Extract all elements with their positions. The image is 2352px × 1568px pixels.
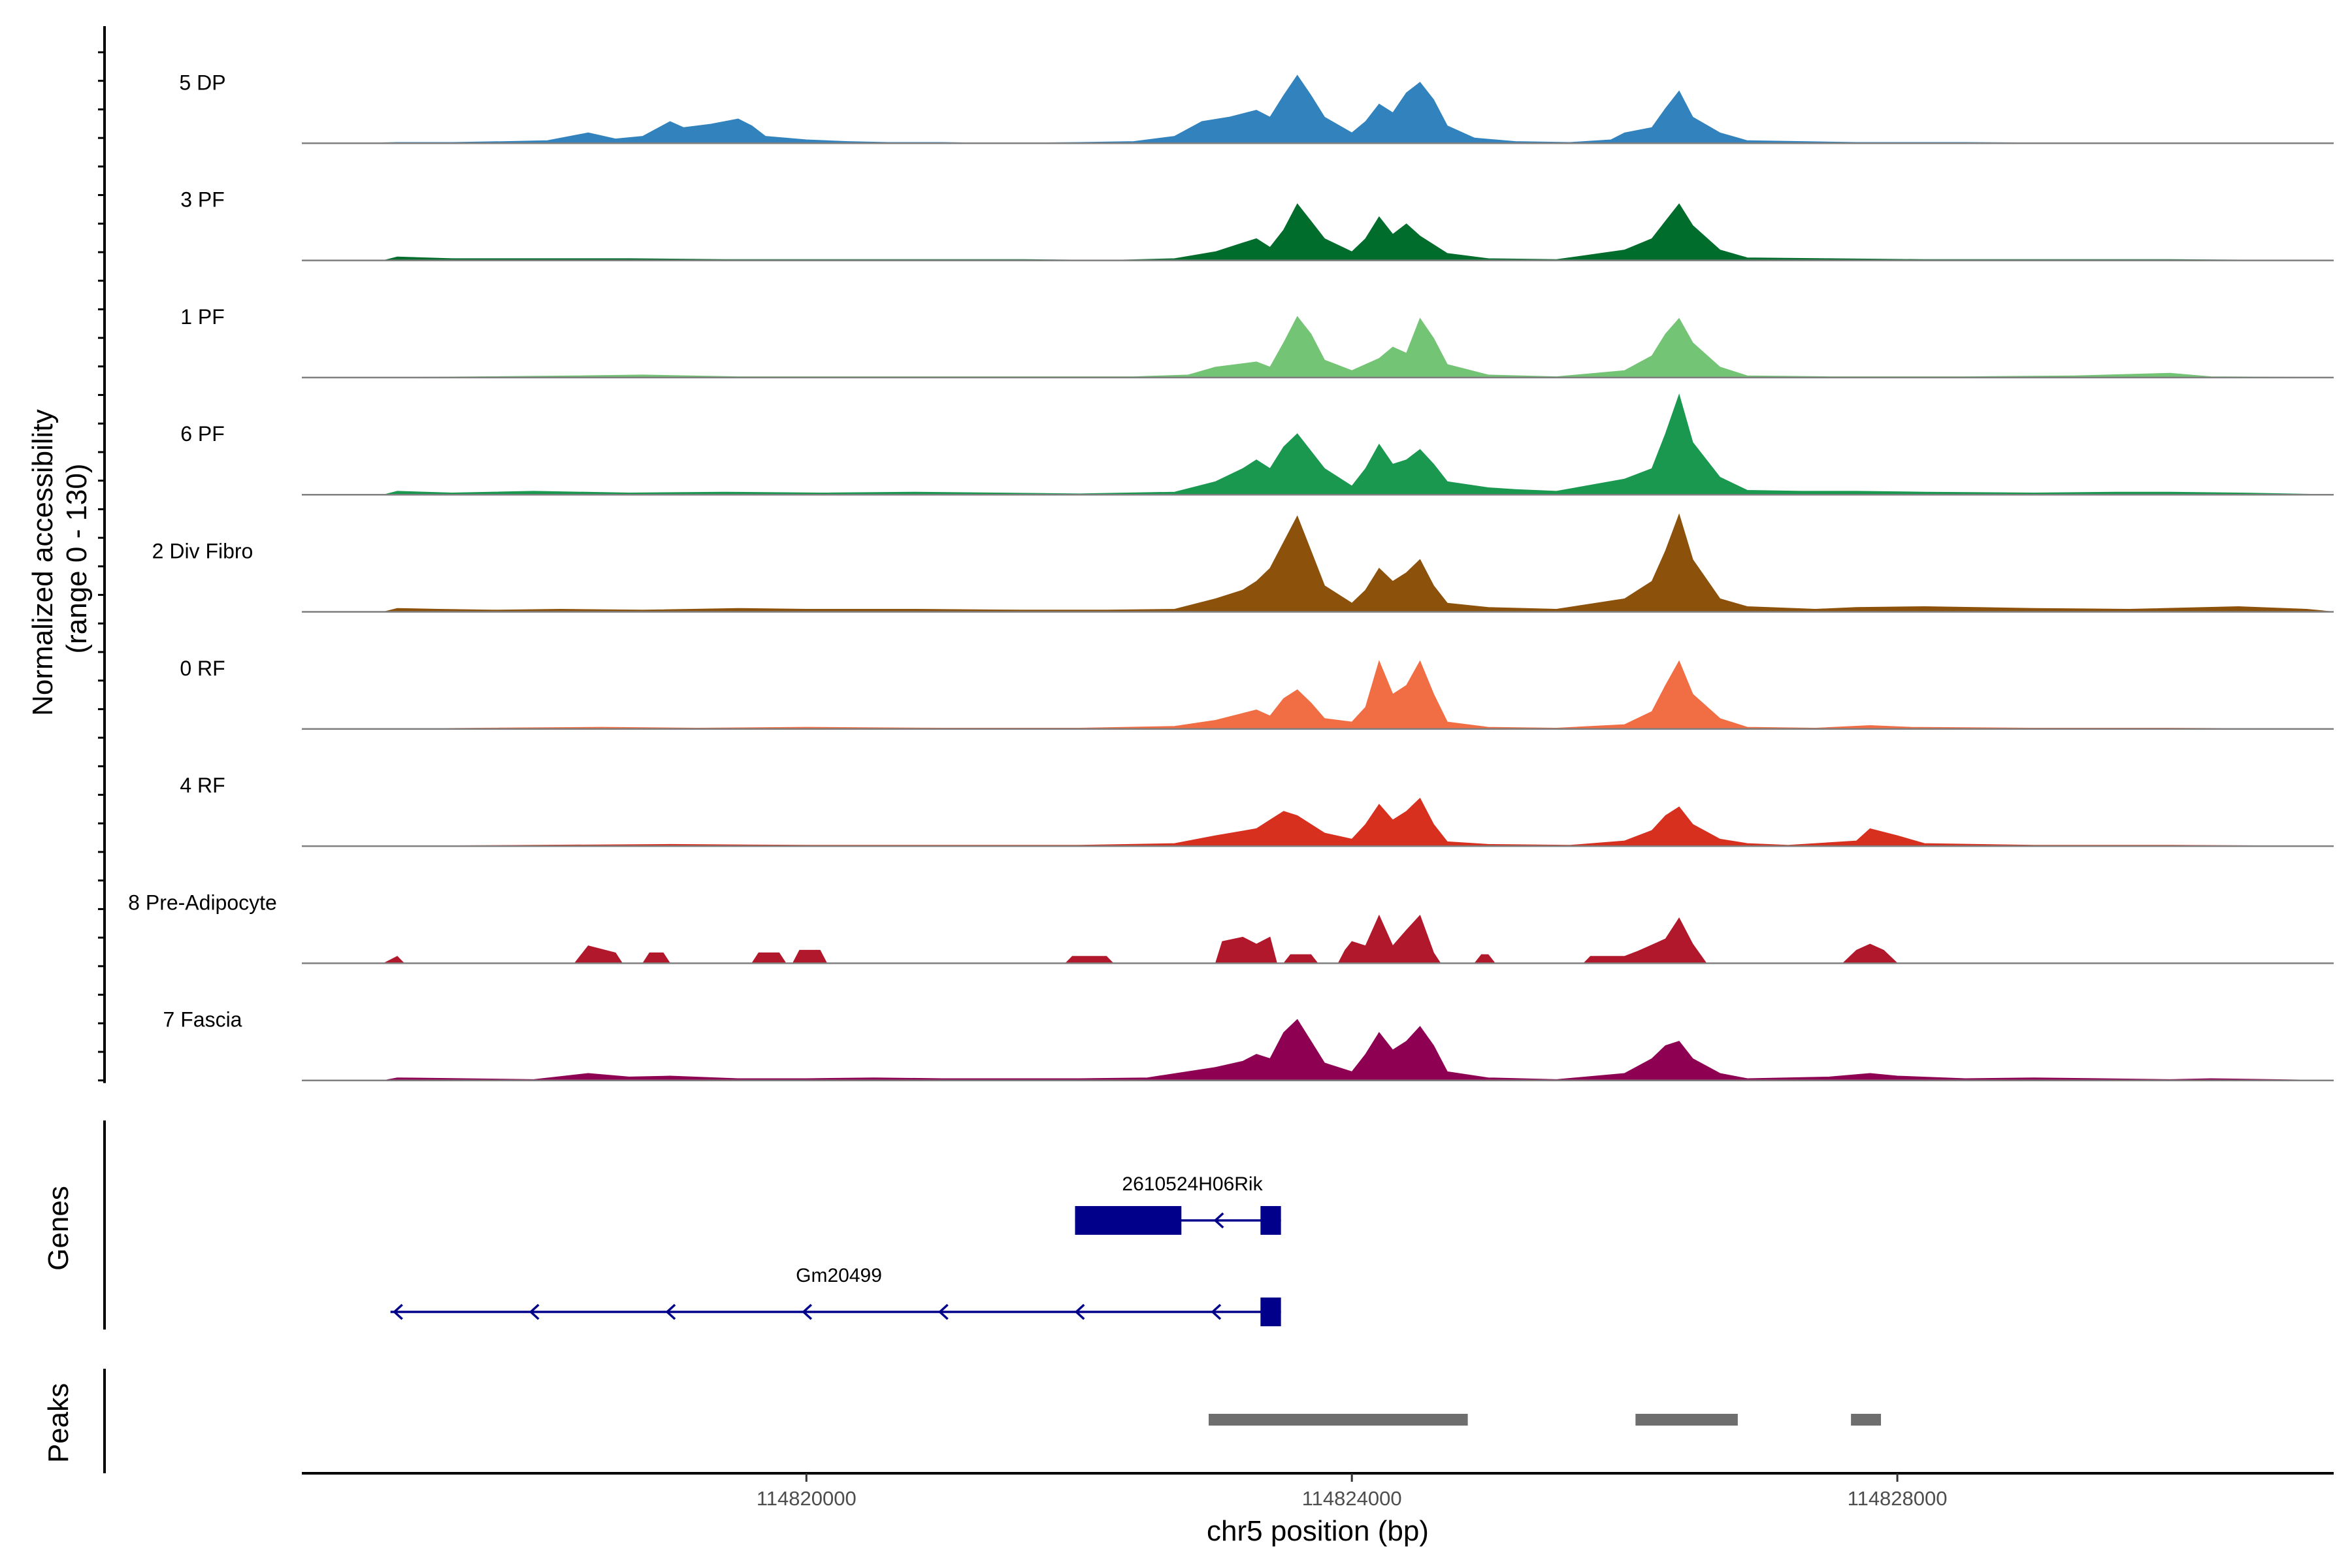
- track-3-pf: 3 PF: [180, 188, 2334, 261]
- peaks-panel-title: Peaks: [42, 1383, 74, 1463]
- track-label: 0 RF: [180, 657, 225, 680]
- peak-region: [1635, 1414, 1738, 1426]
- gene-annotation-panel: 2610524H06Rik Gm20499: [103, 1120, 1281, 1330]
- track-label: 3 PF: [180, 188, 225, 212]
- coverage-area: [302, 203, 2334, 261]
- y-axis-title: Normalized accessibility (range 0 - 130): [27, 401, 93, 716]
- strand-arrow: [529, 1303, 540, 1320]
- strand-arrow: [1213, 1212, 1224, 1229]
- track-6-pf: 6 PF: [180, 393, 2334, 496]
- gene-2610524h06rik: 2610524H06Rik: [1075, 1173, 1281, 1235]
- x-axis: 114820000 114824000 114828000: [302, 1472, 2334, 1510]
- coverage-area: [302, 513, 2334, 612]
- gene-exon: [1260, 1298, 1281, 1326]
- strand-arrow: [802, 1303, 813, 1320]
- gene-exon: [1075, 1206, 1182, 1235]
- strand-arrow: [1211, 1303, 1222, 1320]
- gene-exon: [1260, 1206, 1281, 1235]
- gene-gm20499: Gm20499: [390, 1265, 1281, 1326]
- strand-arrow: [938, 1303, 949, 1320]
- track-8-pre-adipocyte: 8 Pre-Adipocyte: [128, 890, 2334, 964]
- x-tick-label: 114824000: [1302, 1487, 1402, 1510]
- genes-panel-title: Genes: [42, 1186, 74, 1271]
- peak-region: [1209, 1414, 1468, 1426]
- coverage-area: [302, 660, 2334, 730]
- track-label: 4 RF: [180, 774, 225, 797]
- track-1-pf: 1 PF: [180, 305, 2334, 379]
- track-label: 6 PF: [180, 422, 225, 446]
- coverage-area: [302, 1019, 2334, 1081]
- track-2-div-fibro: 2 Div Fibro: [152, 513, 2334, 613]
- track-label: 8 Pre-Adipocyte: [128, 890, 277, 914]
- track-label: 2 Div Fibro: [152, 540, 253, 563]
- coverage-area: [302, 74, 2334, 144]
- strand-arrow: [393, 1303, 403, 1320]
- peak-region: [1851, 1414, 1882, 1426]
- y-axis-title-line1: Normalized accessibility: [27, 409, 59, 715]
- track-0-rf: 0 RF: [180, 657, 2334, 730]
- track-label: 7 Fascia: [163, 1008, 242, 1032]
- track-label: 1 PF: [180, 305, 225, 329]
- track-4-rf: 4 RF: [180, 774, 2334, 847]
- peaks-panel: [103, 1369, 1882, 1473]
- coverage-area: [302, 914, 2334, 964]
- track-5-dp: 5 DP: [179, 71, 2334, 144]
- coverage-area: [302, 797, 2334, 847]
- x-tick-label: 114828000: [1848, 1487, 1948, 1510]
- coverage-area: [302, 393, 2334, 495]
- track-label: 5 DP: [179, 71, 225, 94]
- x-axis-title: chr5 position (bp): [1207, 1515, 1429, 1547]
- y-axis-title-line2: (range 0 - 130): [61, 463, 93, 653]
- strand-arrow: [665, 1303, 676, 1320]
- strand-arrow: [1074, 1303, 1085, 1320]
- x-tick-label: 114820000: [757, 1487, 857, 1510]
- coverage-area: [302, 316, 2334, 378]
- gene-label: Gm20499: [796, 1265, 882, 1286]
- gene-label: 2610524H06Rik: [1122, 1173, 1263, 1195]
- coverage-tracks: 5 DP 3 PF 1 PF 6 PF 2 Div Fibro 0 RF 4 RF 8 Pre…: [98, 26, 2334, 1083]
- track-7-fascia: 7 Fascia: [163, 1008, 2334, 1081]
